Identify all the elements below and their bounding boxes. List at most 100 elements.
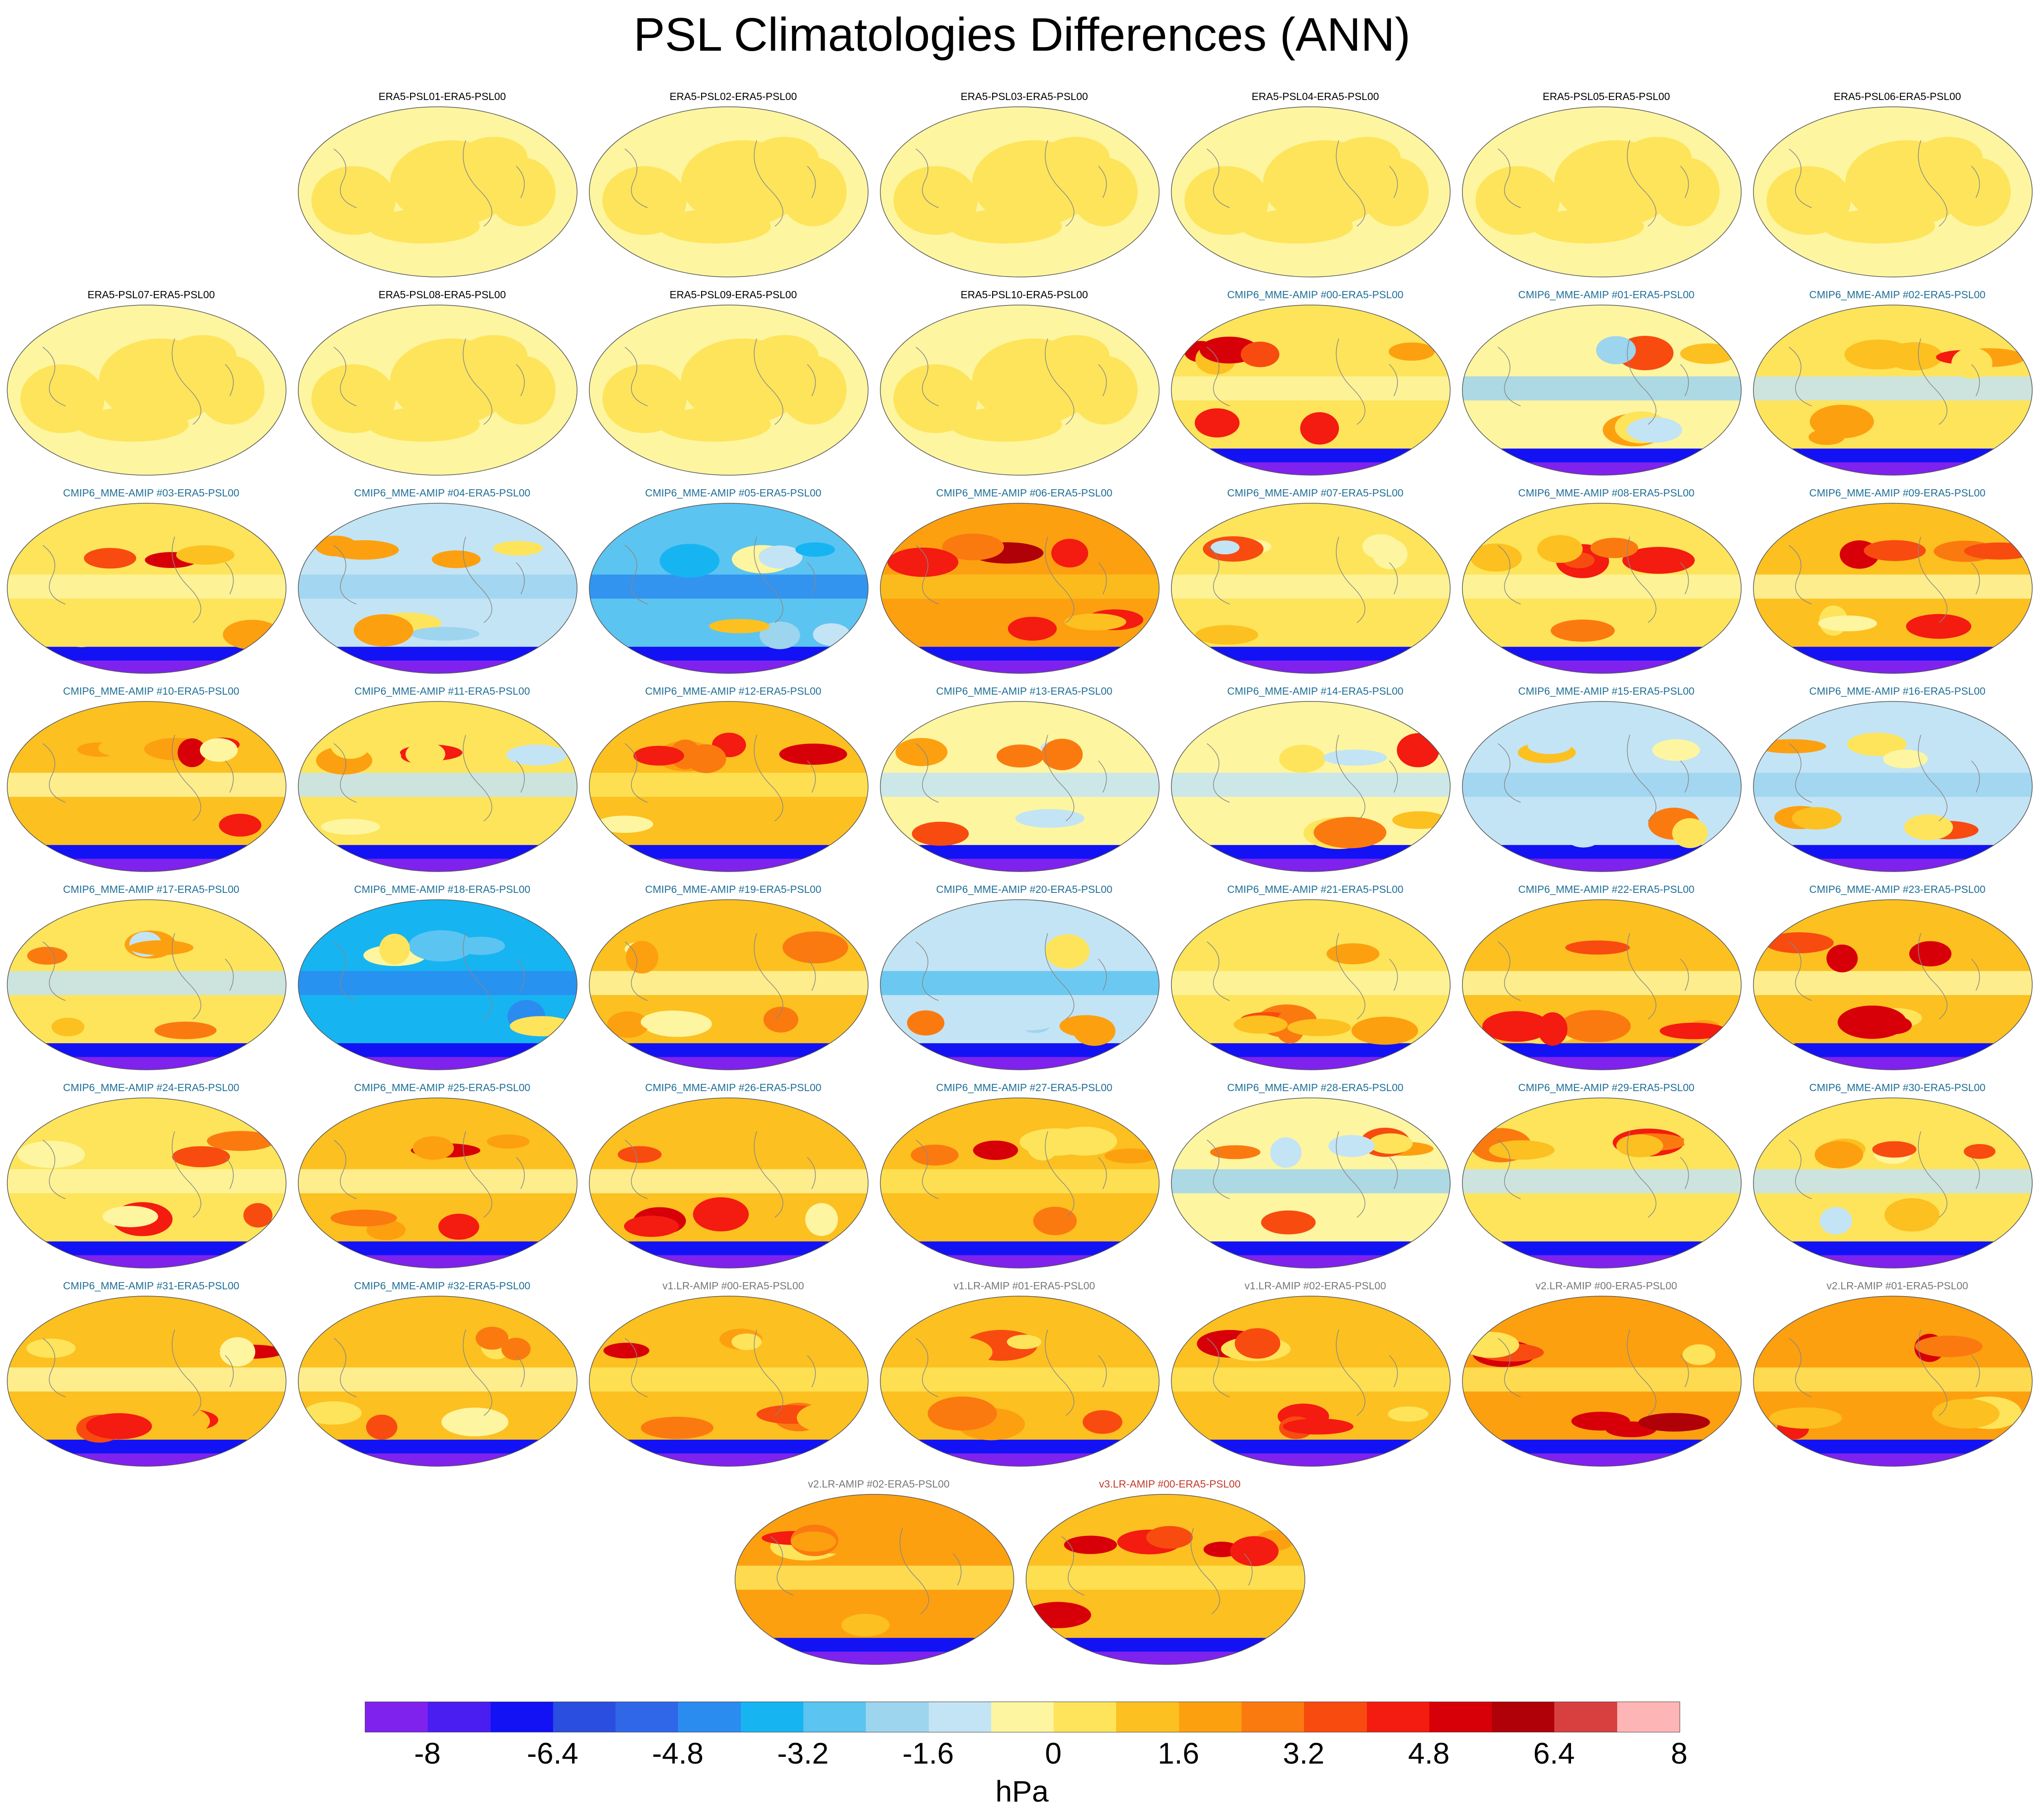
map-coastline [334,734,525,821]
map-panel: CMIP6_MME-AMIP #30-ERA5-PSL00 [1753,1082,2042,1281]
map-anomaly-blob [493,541,543,556]
map-anomaly-blob [1064,613,1127,630]
map-anomaly-blob [1283,1418,1354,1435]
map-coastline [1207,338,1398,425]
map-anomaly-blob [1767,166,1851,235]
map-anomaly-blob [98,739,141,757]
map-anomaly-blob [311,364,396,433]
map-anomaly-blob [76,407,189,442]
map-anomaly-blob [1951,348,1992,379]
map-anomaly-blob [973,1140,1018,1160]
map-equatorial-band [7,574,286,599]
map-outline [1753,1296,2033,1467]
map-panel: CMIP6_MME-AMIP #02-ERA5-PSL00 [1753,289,2042,488]
map-anomaly-blob [353,614,413,647]
map-panel: CMIP6_MME-AMIP #07-ERA5-PSL00 [1170,487,1460,686]
map-antarctic-band [1753,1453,2032,1466]
map-panel-title: CMIP6_MME-AMIP #02-ERA5-PSL00 [1809,289,1986,300]
colorbar-tick-label: 1.6 [1157,1736,1199,1770]
map-antarctic-band [589,1057,868,1070]
map-anomaly-blob [1872,1141,1917,1158]
map-anomaly-blob [782,931,849,963]
map-coastline [770,1527,961,1614]
map-panel: v1.LR-AMIP #01-ERA5-PSL00 [879,1280,1169,1479]
difference-map [298,503,578,674]
map-anomaly-blob [1019,1128,1092,1156]
map-panel-title: v2.LR-AMIP #02-ERA5-PSL00 [808,1478,950,1490]
map-equatorial-band [7,971,286,995]
map-coastline [625,1131,816,1218]
map-anomaly-blob [1261,1210,1316,1235]
map-antarctic-band [1462,660,1741,673]
difference-map [1753,1097,2033,1269]
map-panel: ERA5-PSL10-ERA5-PSL00 [879,289,1169,488]
map-panel-title: ERA5-PSL09-ERA5-PSL00 [669,289,797,300]
difference-map [298,1097,578,1269]
map-anomaly-blob [1045,934,1090,969]
map-panel-title: CMIP6_MME-AMIP #32-ERA5-PSL00 [354,1280,530,1292]
difference-map [880,701,1160,872]
map-anomaly-blob [311,166,396,235]
difference-map [589,106,869,277]
map-anomaly-blob [1489,1140,1555,1160]
map-panel: CMIP6_MME-AMIP #03-ERA5-PSL00 [6,487,296,686]
map-anomaly-blob [779,744,847,765]
colorbar-unit-label: hPa [995,1774,1049,1808]
map-antarctic-band [735,1651,1014,1664]
map-anomaly-blob [1769,1407,1842,1429]
difference-map [1171,1097,1451,1269]
map-outline [7,503,287,674]
difference-map [1171,899,1451,1070]
map-anomaly-blob [1624,137,1692,178]
map-panel: CMIP6_MME-AMIP #29-ERA5-PSL00 [1461,1082,1751,1281]
map-panel-title: ERA5-PSL10-ERA5-PSL00 [960,289,1088,300]
map-anomaly-blob [996,1005,1062,1030]
map-panel-title: CMIP6_MME-AMIP #22-ERA5-PSL00 [1518,883,1695,895]
map-equatorial-band [1462,574,1741,599]
map-anomaly-blob [1333,137,1401,178]
map-coastline [1207,734,1398,821]
map-anomaly-blob [1652,739,1700,761]
map-anomaly-blob [1041,739,1083,770]
map-panel: CMIP6_MME-AMIP #01-ERA5-PSL00 [1461,289,1751,488]
map-panel-title: CMIP6_MME-AMIP #07-ERA5-PSL00 [1227,487,1404,499]
map-coastline [1207,536,1398,623]
map-coastline [43,933,234,1020]
difference-map [1462,1097,1742,1269]
map-outline [298,701,578,872]
map-anomaly-blob [330,732,370,759]
difference-map [7,305,287,476]
difference-map [880,106,1160,277]
map-anomaly-blob [795,542,835,557]
map-panel: CMIP6_MME-AMIP #00-ERA5-PSL00 [1170,289,1460,488]
map-anomaly-blob [950,407,1062,442]
map-panel-title: CMIP6_MME-AMIP #10-ERA5-PSL00 [63,685,239,697]
map-panel: CMIP6_MME-AMIP #15-ERA5-PSL00 [1461,685,1751,884]
map-coastline [916,734,1107,821]
map-anomaly-blob [321,819,380,835]
map-antarctic-band [7,858,286,872]
map-anomaly-blob [626,941,659,974]
difference-map [589,701,869,872]
map-anomaly-blob [460,137,528,178]
map-panel: CMIP6_MME-AMIP #31-ERA5-PSL00 [6,1280,296,1479]
map-equatorial-band [1753,773,2032,797]
map-anomaly-blob [379,934,410,965]
map-outline [589,899,869,1070]
map-outline [1171,899,1451,1070]
map-anomaly-blob [731,1333,762,1350]
map-anomaly-blob [672,1130,708,1158]
map-outline [7,701,287,872]
map-anomaly-blob [169,335,237,377]
map-anomaly-blob [1241,209,1353,243]
map-coastline [1207,1131,1398,1218]
map-panel-title: CMIP6_MME-AMIP #28-ERA5-PSL00 [1227,1082,1404,1093]
map-anomaly-blob [1351,1016,1418,1045]
map-anomaly-blob [176,545,235,565]
map-outline [1171,701,1451,872]
map-outline [1171,106,1451,277]
difference-map [1462,1296,1742,1467]
colorbar-tick-label: -8 [414,1736,441,1770]
map-antarctic-band [1462,1255,1741,1268]
map-anomaly-blob [1764,932,1834,954]
